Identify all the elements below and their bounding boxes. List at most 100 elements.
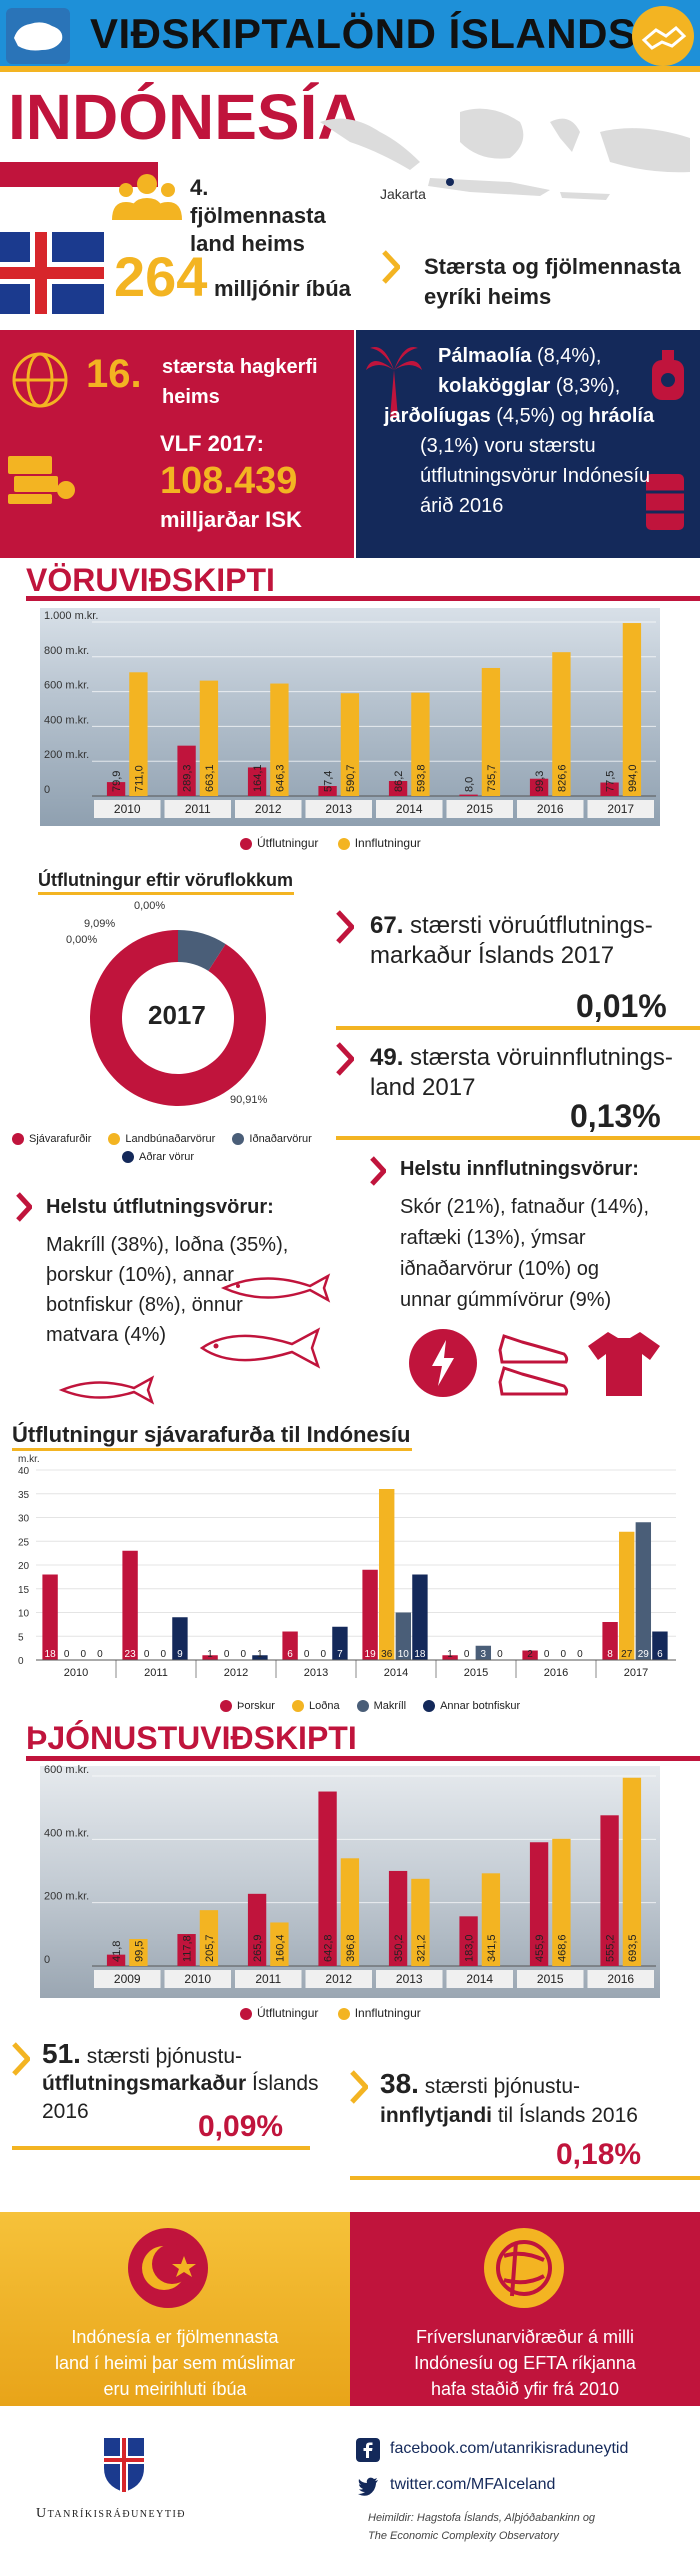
legend-other-swatch (122, 1151, 134, 1164)
x-tick-bg (235, 1970, 302, 1988)
data-label: 265,9 (252, 1934, 264, 1962)
x-tick-label: 2011 (144, 1667, 168, 1679)
x-tick-label: 2009 (114, 1972, 141, 1986)
fact-left-line: eru meirihluti íbúa (103, 2379, 247, 2399)
x-tick-label: 2017 (624, 1667, 648, 1679)
data-label: 99,3 (534, 771, 546, 792)
services-export-rank-text3: 2016 (42, 2100, 89, 2123)
services-export-rank-text2a: útflutningsmarkaður (42, 2072, 247, 2095)
seafood-title: Útflutningur sjávarafurða til Indónesíu (12, 1422, 411, 1447)
data-label: 711,0 (133, 765, 145, 792)
y-tick-label: 5 (18, 1632, 24, 1643)
fact-left-text: Indónesía er fjölmennasta land í heimi þ… (0, 2324, 350, 2402)
x-tick-label: 2010 (64, 1667, 88, 1679)
services-export-underline (12, 2146, 310, 2150)
goods-import-rank: 49. stærsta vöruinnflutnings- (370, 1042, 673, 1074)
data-label: 646,3 (274, 764, 286, 792)
fact-right-line: Indónesíu og EFTA ríkjanna (414, 2353, 636, 2373)
x-tick-label: 2012 (224, 1667, 248, 1679)
x-tick-bg (376, 1970, 443, 1988)
y-tick-label: 40 (18, 1466, 30, 1477)
data-label: 0 (544, 1649, 550, 1660)
legend-seafood: Sjávarafurðir (29, 1133, 92, 1145)
data-label: 41,8 (111, 1941, 123, 1962)
legend-svc-exports-swatch (240, 2007, 252, 2020)
bar-þorskur (522, 1650, 538, 1660)
export-crude: hráolía (588, 405, 655, 427)
legend-groundfish-swatch (423, 1700, 436, 1713)
bar-imports (622, 623, 642, 796)
data-label: 6 (287, 1649, 293, 1660)
chevron-right-icon (16, 1192, 32, 1222)
goods-export-underline (336, 1026, 700, 1030)
archipelago-text: Stærsta og fjölmennasta eyríki heims (424, 254, 681, 309)
data-label: 8 (607, 1649, 613, 1660)
bar-exports (106, 1954, 126, 1966)
x-tick-label: 2017 (607, 802, 634, 816)
exports-panel: Pálmaolía (8,4%), kolakögglar (8,3%), ja… (356, 330, 700, 558)
money-icon (8, 456, 75, 504)
economy-rank-number: 16. (86, 352, 142, 396)
goods-import-rank-text2: land 2017 (370, 1074, 476, 1101)
twitter-link[interactable]: twitter.com/MFAIceland (390, 2476, 556, 2493)
bar-þorskur (362, 1569, 378, 1660)
data-label: 0 (224, 1649, 230, 1660)
bar-makríll (475, 1645, 492, 1660)
categories-title: Útflutningur eftir vöruflokkum (38, 870, 293, 890)
y-tick-label: 0 (44, 1954, 50, 1966)
services-divider (26, 1756, 700, 1761)
main-imports-line: iðnaðarvörur (10%) og (400, 1258, 599, 1280)
legend-agri-swatch (108, 1133, 121, 1146)
bar-imports (411, 692, 430, 796)
x-tick-label: 2010 (114, 802, 141, 816)
x-tick-bg (94, 800, 161, 818)
fact-left-line: land í heimi þar sem múslimar (54, 2353, 296, 2373)
bar-imports (411, 1878, 430, 1966)
x-tick-label: 2014 (466, 1972, 493, 1986)
main-exports-title: Helstu útflutningsvörur: (46, 1196, 274, 1218)
twitter-icon (358, 2477, 378, 2496)
data-label: 77,5 (605, 771, 617, 792)
data-label: 27 (621, 1649, 633, 1660)
services-title: ÞJÓNUSTUVIÐSKIPTI (26, 1720, 357, 1756)
main-imports-line: Skór (21%), fatnaður (14%), (400, 1196, 649, 1218)
facebook-link[interactable]: facebook.com/utanrikisraduneytid (390, 2440, 629, 2457)
data-label: 0 (497, 1649, 503, 1660)
data-label: 1 (257, 1649, 263, 1660)
bar-loðna (379, 1489, 395, 1660)
goods-export-rank: 67. stærsti vöruútflutnings- (370, 910, 653, 942)
handshake-icon (632, 6, 694, 66)
main-imports-line: raftæki (13%), ýmsar (400, 1227, 586, 1249)
services-export-rank-text2b: Íslands (246, 2072, 319, 2095)
goods-trade-chart: 1.000 m.kr. 800 m.kr. 600 m.kr. 400 m.kr. 20… (44, 610, 656, 818)
bar-makríll (635, 1522, 652, 1660)
fish-icon (199, 1327, 321, 1369)
main-exports-line: botnfiskur (8%), önnur (46, 1294, 243, 1316)
donut-label-seafood: 90,91% (230, 1094, 268, 1106)
x-tick-label: 2012 (255, 802, 282, 816)
country-name: INDÓNESÍA (8, 81, 364, 153)
legend-mackerel-swatch (356, 1700, 369, 1713)
gdp-label: VLF 2017: (160, 431, 264, 456)
export-gas-pct: (4,5%) og (490, 405, 589, 427)
goods-export-rank-text1: stærsti vöruútflutnings- (410, 912, 653, 939)
x-tick-label: 2015 (537, 1972, 564, 1986)
chevron-right-icon (350, 2070, 368, 2104)
data-label: 555,2 (605, 1934, 617, 1962)
x-tick-label: 2016 (544, 1667, 568, 1679)
x-tick-bg (517, 1970, 584, 1988)
data-label: 0 (64, 1649, 70, 1660)
economy-rank-text: stærsta hagkerfi heims (162, 356, 318, 408)
data-label: 396,8 (345, 1934, 357, 1962)
x-tick-label: 2010 (184, 1972, 211, 1986)
data-label: 468,6 (556, 1934, 568, 1962)
legend-imports: Innflutningur (354, 836, 421, 850)
legend-other: Aðrar vörur (139, 1151, 195, 1163)
bar-exports (600, 1815, 619, 1966)
data-label: 1 (207, 1649, 213, 1660)
bar-imports (129, 672, 148, 796)
data-label: 0 (241, 1649, 247, 1660)
donut-slice (90, 930, 266, 1106)
legend-svc-exports: Útflutningur (257, 2006, 319, 2020)
